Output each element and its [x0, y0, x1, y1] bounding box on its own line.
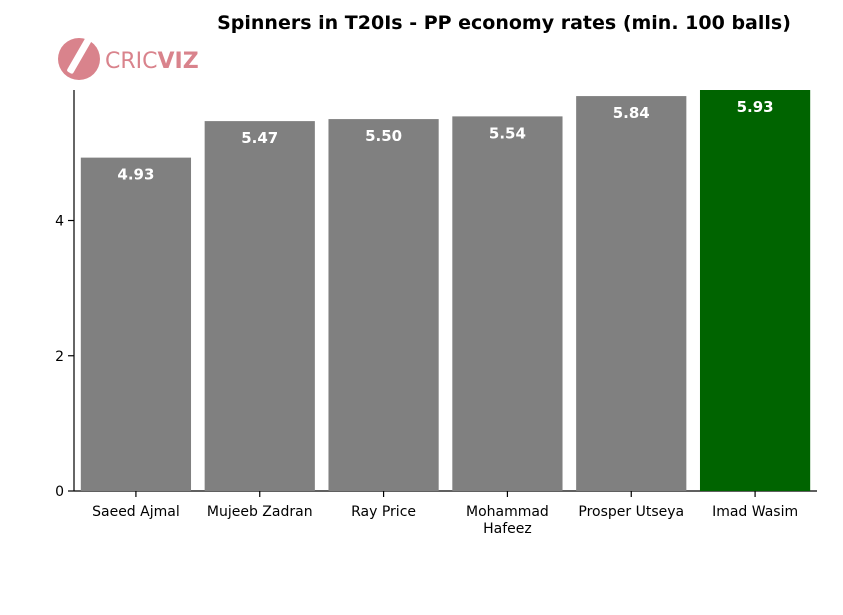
y-tick-label: 0: [55, 484, 64, 500]
axes: [73, 90, 817, 492]
x-ticks: Saeed Ajmal Mujeeb Zadran Ray Price Mohamma…: [92, 491, 798, 537]
logo-text-cric: CRIC: [105, 49, 158, 74]
bar-value-label: 5.50: [365, 127, 402, 145]
bars: 4.93 5.47 5.50 5.54 5.84 5.93: [80, 90, 811, 492]
x-tick-label: Mohammad: [466, 504, 549, 520]
y-tick-label: 4: [55, 214, 64, 230]
logo-bat-icon: [67, 36, 92, 74]
svg-text:CRICVIZ: CRICVIZ: [105, 49, 199, 74]
bar-value-label: 4.93: [117, 166, 154, 184]
bar: [452, 116, 563, 491]
bar-value-label: 5.47: [241, 129, 278, 147]
bar-value-label: 5.84: [613, 104, 650, 122]
y-tick-label: 2: [55, 349, 64, 365]
chart-title: Spinners in T20Is - PP economy rates (mi…: [217, 12, 791, 34]
bar: [204, 121, 315, 492]
x-tick-label: Hafeez: [483, 521, 532, 537]
bar-value-label: 5.54: [489, 124, 526, 142]
bar: [328, 119, 439, 491]
bar-value-label: 5.93: [737, 98, 774, 116]
y-ticks: 0 2 4: [55, 214, 74, 500]
logo-text-viz: VIZ: [158, 49, 199, 74]
x-tick-label: Saeed Ajmal: [92, 504, 180, 520]
bar: [699, 90, 811, 491]
cricviz-logo: CRICVIZ: [58, 36, 199, 80]
x-tick-label: Imad Wasim: [712, 504, 798, 520]
bar: [576, 96, 687, 492]
x-tick-label: Mujeeb Zadran: [207, 504, 313, 520]
x-tick-label: Prosper Utseya: [578, 504, 684, 520]
x-tick-label: Ray Price: [351, 504, 416, 520]
bar: [80, 157, 192, 491]
